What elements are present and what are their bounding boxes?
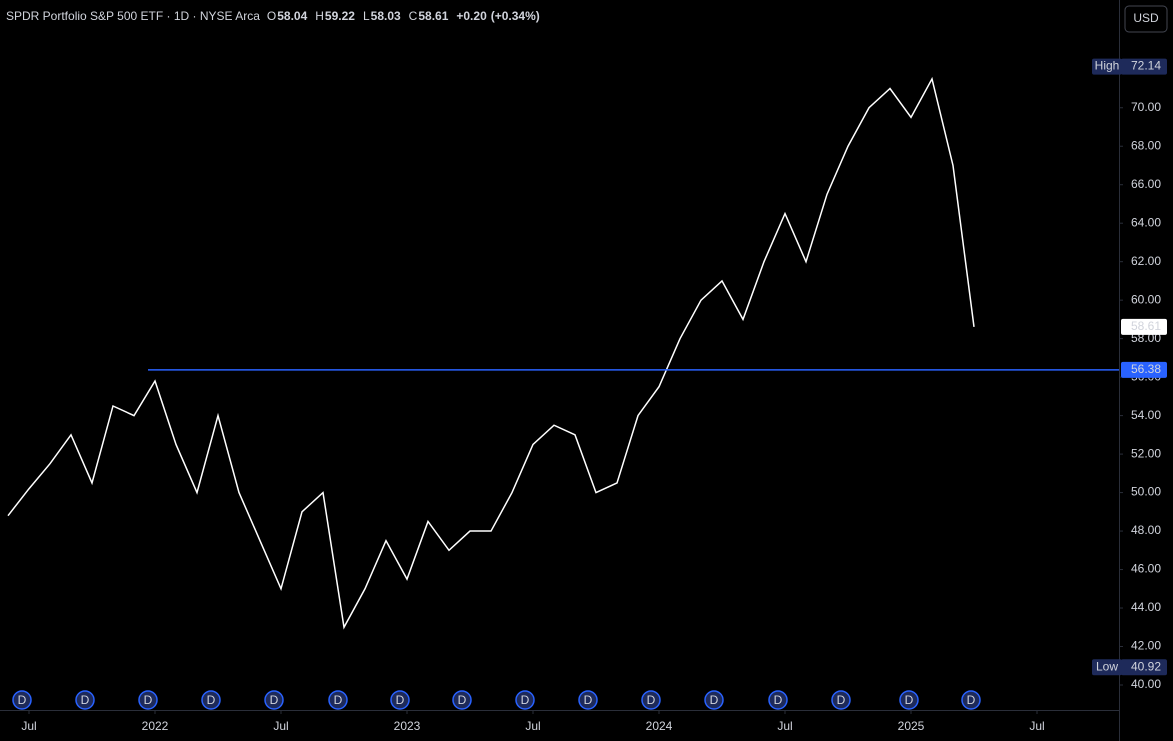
y-tick-label: 40.00 xyxy=(1131,677,1161,691)
header-text: 58.61 xyxy=(418,9,448,23)
dividend-label: D xyxy=(710,693,719,707)
dividend-label: D xyxy=(774,693,783,707)
dividend-label: D xyxy=(584,693,593,707)
x-tick-label: 2025 xyxy=(898,719,925,733)
high-tag-box xyxy=(1092,58,1122,75)
legend-header: SPDR Portfolio S&P 500 ETF · 1D · NYSE A… xyxy=(6,9,540,23)
header-text: +0.20 xyxy=(456,9,487,23)
x-tick-label: 2024 xyxy=(646,719,673,733)
dividend-label: D xyxy=(837,693,846,707)
dividend-marker xyxy=(75,690,95,710)
x-tick-label: 2023 xyxy=(394,719,421,733)
dividend-marker xyxy=(641,690,661,710)
x-tick-label: Jul xyxy=(273,719,288,733)
x-tick-label: Jul xyxy=(1029,719,1044,733)
header-text: 58.04 xyxy=(277,9,307,23)
dividend-label: D xyxy=(458,693,467,707)
dividend-marker xyxy=(328,690,348,710)
y-tick-label: 52.00 xyxy=(1131,446,1161,460)
x-tick-label: Jul xyxy=(525,719,540,733)
currency[interactable]: USD xyxy=(1133,11,1159,25)
header-text: H xyxy=(315,9,324,23)
last-price-label: 58.61 xyxy=(1131,319,1161,333)
dividend-label: D xyxy=(144,693,153,707)
low-value-box xyxy=(1121,659,1167,676)
dividend-label: D xyxy=(521,693,530,707)
dividend-label: D xyxy=(967,693,976,707)
dividend-marker xyxy=(578,690,598,710)
dividend-label: D xyxy=(334,693,343,707)
y-tick-label: 48.00 xyxy=(1131,523,1161,537)
high-value: 72.14 xyxy=(1131,59,1161,73)
dividend-marker xyxy=(390,690,410,710)
header-text: SPDR Portfolio S&P 500 ETF · 1D · NYSE A… xyxy=(6,9,260,23)
dividend-marker xyxy=(768,690,788,710)
dividend-marker xyxy=(452,690,472,710)
x-tick-label: Jul xyxy=(21,719,36,733)
y-tick-label: 42.00 xyxy=(1131,639,1161,653)
line-price-label: 56.38 xyxy=(1131,362,1161,376)
y-tick-label: 54.00 xyxy=(1131,408,1161,422)
dividend-marker xyxy=(831,690,851,710)
header-text: L xyxy=(363,9,370,23)
dividend-label: D xyxy=(81,693,90,707)
dividend-label: D xyxy=(905,693,914,707)
dividend-marker xyxy=(515,690,535,710)
dividend-marker xyxy=(264,690,284,710)
line-price-label-box xyxy=(1121,361,1167,378)
currency-button[interactable] xyxy=(1124,5,1168,33)
dividend-marker xyxy=(138,690,158,710)
dividend-marker xyxy=(899,690,919,710)
y-tick-label: 50.00 xyxy=(1131,485,1161,499)
last-price-label-box xyxy=(1121,318,1167,335)
dividend-label: D xyxy=(647,693,656,707)
y-tick-label: 66.00 xyxy=(1131,177,1161,191)
high-tag: High xyxy=(1095,59,1120,73)
low-value: 40.92 xyxy=(1131,659,1161,673)
x-tick-label: 2022 xyxy=(142,719,169,733)
header-text: 58.03 xyxy=(371,9,401,23)
y-tick-label: 62.00 xyxy=(1131,254,1161,268)
dividend-label: D xyxy=(207,693,216,707)
price-line xyxy=(7,76,975,630)
dividend-marker xyxy=(201,690,221,710)
y-tick-label: 70.00 xyxy=(1131,100,1161,114)
y-tick-label: 60.00 xyxy=(1131,292,1161,306)
header-text: (+0.34%) xyxy=(491,9,540,23)
dividend-label: D xyxy=(270,693,279,707)
header-text: 59.22 xyxy=(325,9,355,23)
y-tick-label: 46.00 xyxy=(1131,562,1161,576)
y-tick-label: 44.00 xyxy=(1131,600,1161,614)
dividend-marker xyxy=(12,690,32,710)
y-tick-label: 64.00 xyxy=(1131,215,1161,229)
dividend-marker xyxy=(704,690,724,710)
dividend-marker xyxy=(961,690,981,710)
dividend-label: D xyxy=(396,693,405,707)
high-value-box xyxy=(1121,58,1167,75)
y-tick-label: 68.00 xyxy=(1131,138,1161,152)
low-tag: Low xyxy=(1096,659,1118,673)
header-text: C xyxy=(409,9,418,23)
x-tick-label: Jul xyxy=(777,719,792,733)
dividend-label: D xyxy=(18,693,27,707)
low-tag-box xyxy=(1092,659,1122,676)
header-text: O xyxy=(267,9,276,23)
